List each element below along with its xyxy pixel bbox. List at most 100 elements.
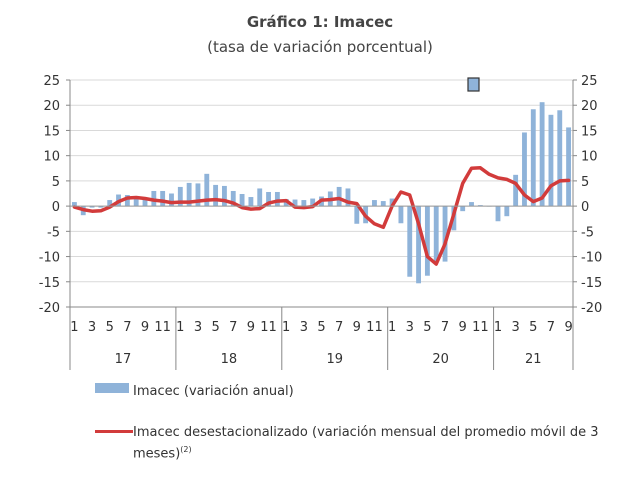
- x-tick-label: 3: [88, 320, 96, 335]
- bar: [239, 194, 245, 207]
- chart-title: Gráfico 1: Imacec: [246, 13, 394, 31]
- bar: [301, 200, 307, 207]
- legend-label-line: Imacec desestacionalizado (variación men…: [133, 424, 613, 462]
- x-tick-label: 1: [70, 320, 78, 335]
- y-tick-label-left: -20: [39, 301, 60, 316]
- x-tick-label: 5: [423, 320, 431, 335]
- x-tick-label: 11: [260, 320, 277, 335]
- bar: [424, 206, 430, 276]
- x-tick-label: 7: [441, 320, 449, 335]
- bar: [460, 206, 466, 212]
- bar: [345, 188, 351, 207]
- bar: [548, 114, 554, 207]
- y-tick-label-left: 10: [43, 150, 60, 165]
- bar: [204, 173, 210, 207]
- x-tick-label: 3: [511, 320, 519, 335]
- legend-label-line-text: Imacec desestacionalizado (variación men…: [133, 425, 599, 462]
- y-axis-left-ticks: -20 -15 -10 -5 0 5 10 15 20 25: [39, 74, 60, 316]
- bar: [310, 198, 316, 207]
- bar: [230, 190, 236, 207]
- bar: [195, 183, 201, 207]
- x-tick-label: 5: [106, 320, 114, 335]
- bar: [248, 197, 254, 207]
- y-tick-label-right: -5: [581, 225, 594, 240]
- grid-lines: [70, 79, 573, 308]
- bar: [274, 191, 280, 207]
- bar: [566, 127, 572, 207]
- x-tick-label: 3: [194, 320, 202, 335]
- bar: [98, 206, 104, 208]
- bar: [292, 199, 298, 207]
- bar: [133, 196, 139, 207]
- bar: [169, 193, 174, 207]
- bar: [522, 132, 527, 207]
- x-tick-label: 3: [406, 320, 414, 335]
- x-tick-label: 5: [317, 320, 325, 335]
- x-tick-label: 9: [247, 320, 255, 335]
- axes: [66, 79, 577, 370]
- bar: [477, 205, 483, 207]
- year-label: 21: [525, 352, 542, 367]
- bar: [213, 184, 219, 207]
- y-tick-label-left: 15: [43, 124, 60, 139]
- bar: [398, 206, 404, 224]
- bar: [469, 202, 474, 207]
- x-tick-label: 7: [123, 320, 131, 335]
- bar: [177, 186, 183, 207]
- x-tick-label: 7: [547, 320, 555, 335]
- bar: [539, 102, 545, 207]
- x-tick-label: 1: [494, 320, 502, 335]
- x-tick-label: 11: [472, 320, 489, 335]
- y-tick-label-left: -5: [47, 225, 60, 240]
- bar: [530, 109, 536, 207]
- bar: [513, 174, 519, 207]
- year-label: 20: [432, 352, 449, 367]
- x-tick-label: 1: [176, 320, 184, 335]
- x-tick-label: 7: [229, 320, 237, 335]
- y-tick-label-right: -10: [581, 251, 602, 266]
- x-tick-label: 9: [141, 320, 149, 335]
- bar: [433, 206, 439, 262]
- year-label: 18: [221, 352, 238, 367]
- bar: [142, 197, 148, 207]
- bar: [416, 206, 421, 284]
- bar: [407, 206, 413, 277]
- chart-subtitle: (tasa de variación porcentual): [207, 38, 433, 56]
- bar: [124, 195, 130, 207]
- x-tick-label: 5: [211, 320, 219, 335]
- bar: [389, 198, 395, 207]
- legend-swatch-bars: [95, 383, 129, 393]
- bar: [266, 191, 271, 207]
- bar: [71, 202, 77, 207]
- bar: [222, 185, 227, 207]
- bar: [372, 200, 377, 207]
- x-tick-label: 1: [282, 320, 290, 335]
- bar: [442, 206, 448, 262]
- x-tick-label: 1: [388, 320, 396, 335]
- x-tick-label: 7: [335, 320, 343, 335]
- y-tick-label-left: 5: [52, 175, 60, 190]
- bar: [504, 206, 510, 217]
- legend-swatch-line: [95, 430, 133, 433]
- selection-marker: [467, 77, 480, 92]
- y-tick-label-right: 10: [581, 150, 598, 165]
- legend-label-bars: Imacec (variación anual): [133, 384, 294, 399]
- y-tick-label-right: 5: [581, 175, 589, 190]
- y-tick-label-left: 0: [52, 200, 60, 215]
- bar: [160, 190, 166, 207]
- y-tick-label-right: 0: [581, 200, 589, 215]
- x-tick-label: 9: [564, 320, 572, 335]
- bar: [336, 186, 342, 207]
- year-label: 19: [326, 352, 343, 367]
- y-tick-label-right: 25: [581, 74, 598, 89]
- x-tick-label: 5: [529, 320, 537, 335]
- line-path: [72, 166, 571, 266]
- y-axis-right-ticks: -20 -15 -10 -5 0 5 10 15 20 25: [581, 74, 602, 316]
- x-axis-month-ticks: 1 3 5 7 9 11 1 3 5 7 9 11 1 3 5 7 9 11 1 3 5 7 9 11 1 3 5 7 9: [70, 320, 572, 335]
- y-tick-label-left: -10: [39, 251, 60, 266]
- x-tick-label: 9: [459, 320, 467, 335]
- bar: [495, 206, 501, 222]
- bar: [89, 206, 95, 208]
- y-tick-label-right: -20: [581, 301, 602, 316]
- bar: [557, 110, 563, 207]
